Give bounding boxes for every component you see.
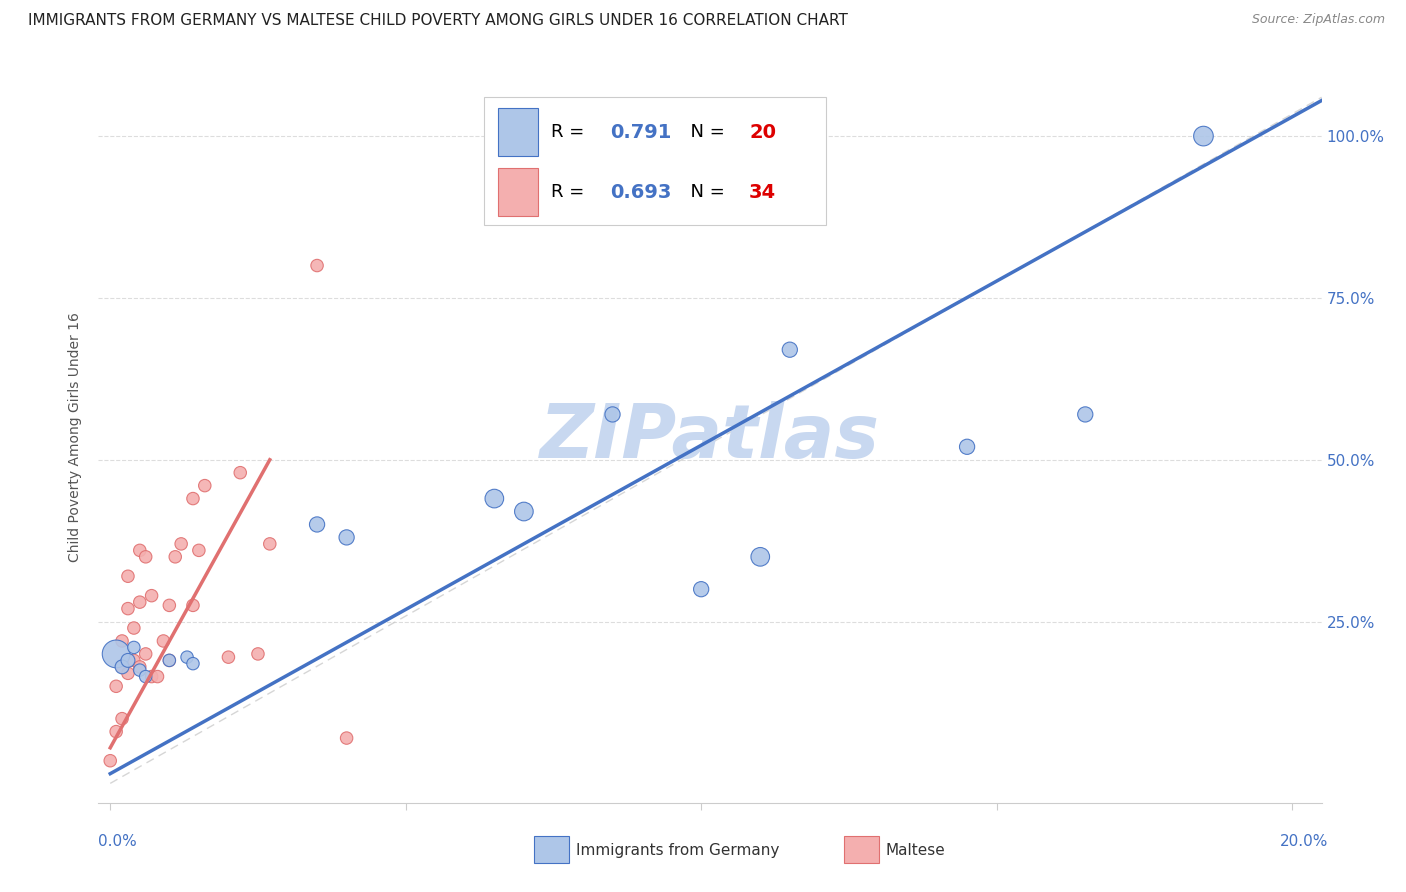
Point <box>749 549 772 564</box>
Point <box>602 408 624 422</box>
Point <box>157 653 180 667</box>
Point <box>513 504 536 518</box>
Point <box>157 653 180 667</box>
Text: 34: 34 <box>749 183 776 202</box>
Point <box>246 647 269 661</box>
Point <box>128 660 150 674</box>
Point <box>194 478 217 492</box>
Point <box>128 595 150 609</box>
Point <box>128 663 150 677</box>
Text: R =: R = <box>551 123 591 141</box>
Text: 0.791: 0.791 <box>610 122 671 142</box>
Point <box>122 640 145 655</box>
Point <box>956 440 979 454</box>
Text: 0.693: 0.693 <box>610 183 671 202</box>
Point <box>128 543 150 558</box>
Text: N =: N = <box>679 123 731 141</box>
Point <box>98 754 121 768</box>
Point <box>165 549 187 564</box>
FancyBboxPatch shape <box>498 108 537 156</box>
Point <box>217 650 239 665</box>
Text: Immigrants from Germany: Immigrants from Germany <box>576 843 780 857</box>
Point <box>176 650 198 665</box>
Point <box>484 491 506 506</box>
Point <box>105 724 128 739</box>
Text: 20.0%: 20.0% <box>1281 834 1329 849</box>
Point <box>135 647 157 661</box>
Point <box>170 537 193 551</box>
Text: 20: 20 <box>749 122 776 142</box>
Point <box>187 543 209 558</box>
Point <box>779 343 801 357</box>
Point <box>307 517 329 532</box>
Point <box>122 621 145 635</box>
Point <box>105 647 128 661</box>
Point <box>1192 129 1215 144</box>
Point <box>336 530 359 544</box>
Text: ZIPatlas: ZIPatlas <box>540 401 880 474</box>
Point <box>181 599 204 613</box>
Point <box>146 669 169 683</box>
Point <box>307 259 329 273</box>
Point <box>336 731 359 745</box>
Point <box>111 712 134 726</box>
Text: 0.0%: 0.0% <box>98 834 138 849</box>
Y-axis label: Child Poverty Among Girls Under 16: Child Poverty Among Girls Under 16 <box>69 312 83 562</box>
Point <box>135 549 157 564</box>
Point <box>690 582 713 597</box>
Text: R =: R = <box>551 183 591 201</box>
Point <box>117 653 139 667</box>
FancyBboxPatch shape <box>498 169 537 216</box>
Text: Maltese: Maltese <box>886 843 945 857</box>
Point <box>1074 408 1097 422</box>
Point <box>117 569 139 583</box>
Point <box>259 537 281 551</box>
Point <box>152 634 174 648</box>
Point <box>111 634 134 648</box>
Point <box>157 599 180 613</box>
Point <box>111 660 134 674</box>
Point <box>122 653 145 667</box>
Point <box>181 657 204 671</box>
Text: Source: ZipAtlas.com: Source: ZipAtlas.com <box>1251 13 1385 27</box>
Point <box>117 666 139 681</box>
Point <box>181 491 204 506</box>
Point <box>117 601 139 615</box>
Point <box>229 466 252 480</box>
Text: IMMIGRANTS FROM GERMANY VS MALTESE CHILD POVERTY AMONG GIRLS UNDER 16 CORRELATIO: IMMIGRANTS FROM GERMANY VS MALTESE CHILD… <box>28 13 848 29</box>
Point <box>105 679 128 693</box>
Point <box>141 589 163 603</box>
Point <box>135 669 157 683</box>
Point <box>141 669 163 683</box>
Text: N =: N = <box>679 183 731 201</box>
Point <box>111 660 134 674</box>
FancyBboxPatch shape <box>484 97 827 225</box>
